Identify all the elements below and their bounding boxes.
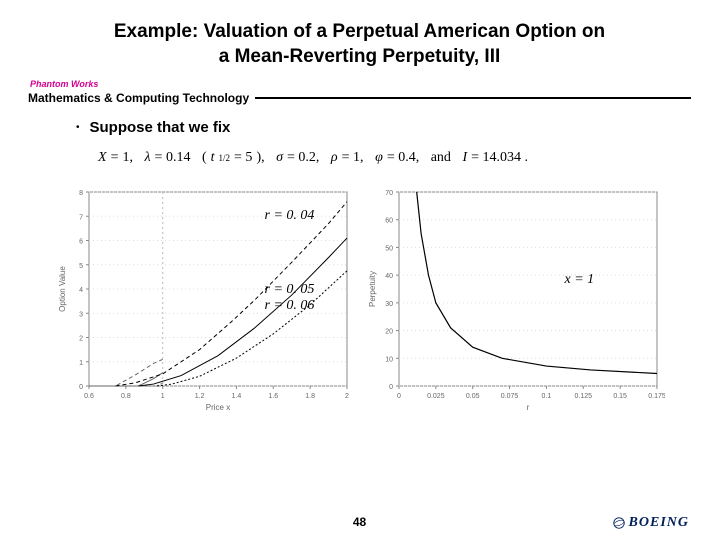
svg-text:0.075: 0.075: [500, 393, 518, 400]
phantom-works-label: Phantom Works: [30, 79, 691, 89]
eq-one: 1,: [122, 150, 133, 166]
eq-rho-val: = 1,: [342, 150, 364, 166]
svg-text:0.05: 0.05: [465, 393, 479, 400]
svg-text:1.2: 1.2: [194, 393, 204, 400]
bullet-text: Suppose that we fix: [90, 119, 231, 136]
chart-annotation: r = 0. 04: [265, 208, 315, 224]
svg-text:7: 7: [79, 215, 83, 222]
eq-thalf-sub: 1/2: [219, 153, 231, 163]
svg-text:1.8: 1.8: [305, 393, 315, 400]
eq-thalf-val: = 5: [234, 150, 252, 166]
svg-text:0.025: 0.025: [427, 393, 445, 400]
eq-and: and: [431, 150, 451, 166]
eq-sigma: σ: [276, 150, 283, 166]
svg-text:2: 2: [345, 393, 349, 400]
svg-text:6: 6: [79, 239, 83, 246]
eq-X: X: [98, 150, 107, 166]
svg-text:0: 0: [397, 393, 401, 400]
svg-text:30: 30: [385, 301, 393, 308]
svg-text:0.15: 0.15: [613, 393, 627, 400]
svg-text:10: 10: [385, 357, 393, 364]
eq-phi-val: = 0.4,: [387, 150, 419, 166]
svg-text:1.6: 1.6: [268, 393, 278, 400]
right-chart-wrap: 0 10 20 30 40 50 60 70 0 0.025 0.05 0.075 0.1 0.125 0.…: [365, 184, 665, 414]
eq-eq1: =: [111, 150, 119, 166]
svg-text:0.6: 0.6: [84, 393, 94, 400]
svg-text:0: 0: [79, 384, 83, 391]
charts-container: 0 1 2 3 4 5 6 7 8 0.6 0.8 1 1.2 1.4 1.6 1.8 2 Price x Opti…: [28, 184, 691, 414]
svg-text:0.1: 0.1: [541, 393, 551, 400]
svg-text:Perpetuity: Perpetuity: [368, 271, 377, 307]
subtitle-row: Mathematics & Computing Technology: [28, 91, 691, 105]
eq-I-val: = 14.034 .: [471, 150, 528, 166]
divider-line: [255, 97, 691, 99]
page-number: 48: [353, 515, 366, 529]
svg-text:60: 60: [385, 218, 393, 225]
perpetuity-chart: 0 10 20 30 40 50 60 70 0 0.025 0.05 0.075 0.1 0.125 0.…: [365, 184, 665, 414]
svg-text:0.175: 0.175: [648, 393, 665, 400]
svg-text:1: 1: [79, 360, 83, 367]
svg-text:4: 4: [79, 287, 83, 294]
boeing-logo: BOEING: [612, 515, 689, 531]
chart-annotation: x = 1: [565, 272, 595, 288]
svg-text:0: 0: [389, 384, 393, 391]
eq-phi: φ: [375, 150, 383, 166]
svg-text:1.4: 1.4: [231, 393, 241, 400]
svg-text:0.8: 0.8: [120, 393, 130, 400]
eq-thalf-close: ),: [256, 150, 264, 166]
boeing-logo-text: BOEING: [629, 515, 689, 531]
svg-text:40: 40: [385, 274, 393, 281]
svg-text:1: 1: [160, 393, 164, 400]
eq-sigma-val: = 0.2,: [287, 150, 319, 166]
bullet-dot-icon: •: [76, 122, 80, 133]
svg-text:2: 2: [79, 336, 83, 343]
left-chart-wrap: 0 1 2 3 4 5 6 7 8 0.6 0.8 1 1.2 1.4 1.6 1.8 2 Price x Opti…: [55, 184, 355, 414]
slide-title: Example: Valuation of a Perpetual Americ…: [28, 20, 691, 69]
fixed-parameters-equation: X = 1, λ = 0.14 ( t 1/2 = 5 ), σ = 0.2, ρ…: [98, 150, 691, 166]
eq-I: I: [462, 150, 467, 166]
chart-annotation: r = 0. 05: [265, 282, 315, 298]
eq-thalf-var: t: [211, 150, 215, 166]
title-line-2: a Mean-Reverting Perpetuity, III: [219, 46, 501, 67]
chart-annotation: r = 0. 06: [265, 298, 315, 314]
svg-text:Option Value: Option Value: [58, 266, 67, 312]
svg-text:0.125: 0.125: [574, 393, 592, 400]
eq-thalf-open: (: [202, 150, 207, 166]
title-line-1: Example: Valuation of a Perpetual Americ…: [114, 21, 605, 42]
boeing-globe-icon: [612, 516, 626, 530]
svg-text:Price x: Price x: [205, 403, 229, 412]
svg-text:r: r: [526, 403, 529, 412]
sub-department-label: Mathematics & Computing Technology: [28, 91, 249, 105]
svg-text:20: 20: [385, 329, 393, 336]
svg-text:8: 8: [79, 190, 83, 197]
svg-text:3: 3: [79, 312, 83, 319]
bullet-row: • Suppose that we fix: [76, 119, 691, 136]
eq-lambda: λ: [144, 150, 150, 166]
svg-text:5: 5: [79, 263, 83, 270]
eq-rho: ρ: [331, 150, 338, 166]
eq-lambda-val: = 0.14: [155, 150, 191, 166]
svg-text:70: 70: [385, 190, 393, 197]
svg-text:50: 50: [385, 246, 393, 253]
